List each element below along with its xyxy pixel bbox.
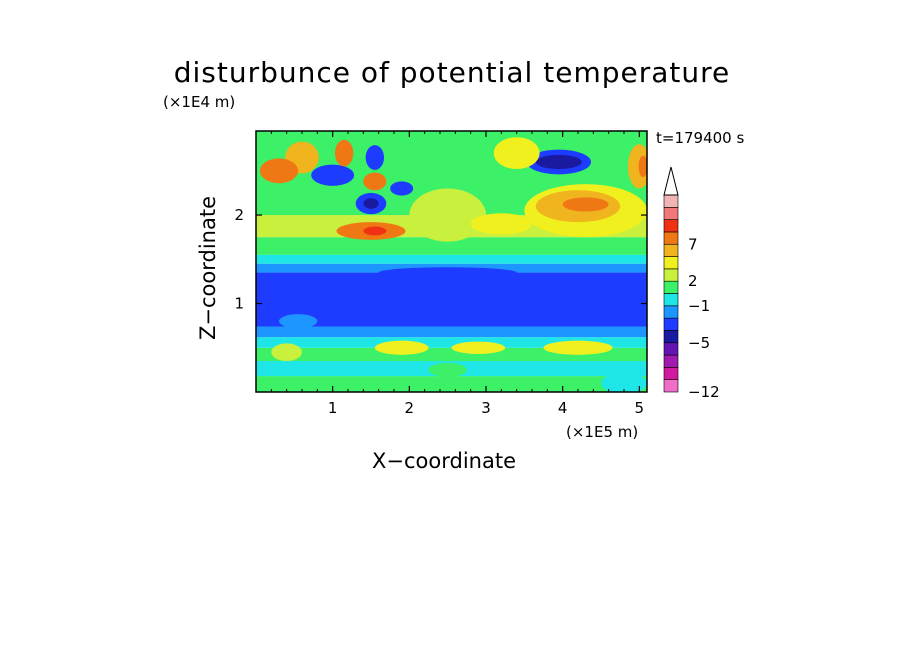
y-tick-label: 2 — [234, 206, 244, 224]
y-tick-label: 1 — [234, 295, 244, 313]
colorbar-swatch — [663, 379, 679, 393]
x-tick-label: 5 — [635, 399, 645, 417]
colorbar-swatch — [663, 231, 679, 245]
colorbar-swatch — [663, 243, 679, 257]
contour-band — [256, 272, 647, 327]
colorbar-label: 2 — [688, 272, 698, 290]
colorbar-swatch — [663, 317, 679, 331]
colorbar-swatch — [663, 268, 679, 282]
contour-blob — [363, 226, 387, 236]
x-tick-label: 1 — [328, 399, 338, 417]
chart-title: disturbunce of potential temperature — [173, 56, 731, 89]
z-axis-unit: (×1E4 m) — [163, 93, 236, 111]
contour-blob — [363, 198, 379, 209]
x-tick-label: 2 — [405, 399, 415, 417]
contour-blob — [279, 314, 318, 329]
colorbar: 7 2 −1 −5 −12 — [663, 166, 720, 401]
colorbar-swatch — [663, 342, 679, 356]
colorbar-swatch — [663, 194, 679, 208]
x-axis-unit: (×1E5 m) — [566, 423, 639, 441]
contour-band — [256, 337, 647, 348]
colorbar-swatch — [663, 207, 679, 220]
colorbar-swatch — [663, 256, 679, 270]
contour-blob — [378, 267, 517, 278]
x-axis-ticks: 1 2 3 4 5 — [270, 131, 645, 417]
contour-blob — [638, 155, 647, 178]
contour-band — [256, 376, 647, 392]
colorbar-swatch — [663, 293, 679, 307]
contour-blob — [334, 139, 354, 167]
contour-band — [256, 237, 647, 255]
contour-blob — [562, 197, 609, 212]
contour-blob — [493, 137, 540, 170]
x-tick-label: 4 — [558, 399, 568, 417]
colorbar-swatch — [663, 330, 679, 344]
x-tick-label: 3 — [481, 399, 491, 417]
colorbar-swatch — [663, 305, 679, 319]
contour-field — [256, 131, 647, 392]
contour-blob — [428, 362, 467, 377]
contour-blob — [451, 341, 506, 354]
colorbar-arrow — [663, 166, 679, 196]
colorbar-swatch — [663, 280, 679, 294]
contour-band — [256, 254, 647, 264]
contour-blob — [259, 158, 299, 184]
contour-blob — [390, 181, 414, 196]
colorbar-label: −1 — [688, 297, 710, 315]
contour-blob — [363, 172, 387, 191]
contour-blob — [271, 343, 302, 362]
contour-blob — [311, 164, 355, 186]
colorbar-label: −12 — [688, 383, 720, 401]
contour-blob — [627, 144, 647, 189]
y-axis-ticks: 12 — [234, 206, 647, 313]
contour-blob — [535, 154, 582, 170]
contour-blob — [374, 340, 429, 355]
contour-blob — [365, 145, 385, 170]
colorbar-label: −5 — [688, 334, 710, 352]
colorbar-swatch — [663, 367, 679, 380]
contour-blob — [409, 188, 486, 242]
contour-blob — [543, 340, 613, 355]
plot-frame — [255, 130, 648, 393]
contour-band — [256, 326, 647, 338]
colorbar-label: 7 — [688, 235, 698, 253]
colorbar-swatch — [663, 219, 679, 233]
x-axis-label: X−coordinate — [372, 449, 516, 473]
contour-blob — [601, 372, 647, 392]
time-label: t=179400 s — [656, 129, 745, 147]
colorbar-swatch — [663, 354, 679, 368]
contour-blob — [470, 213, 532, 235]
